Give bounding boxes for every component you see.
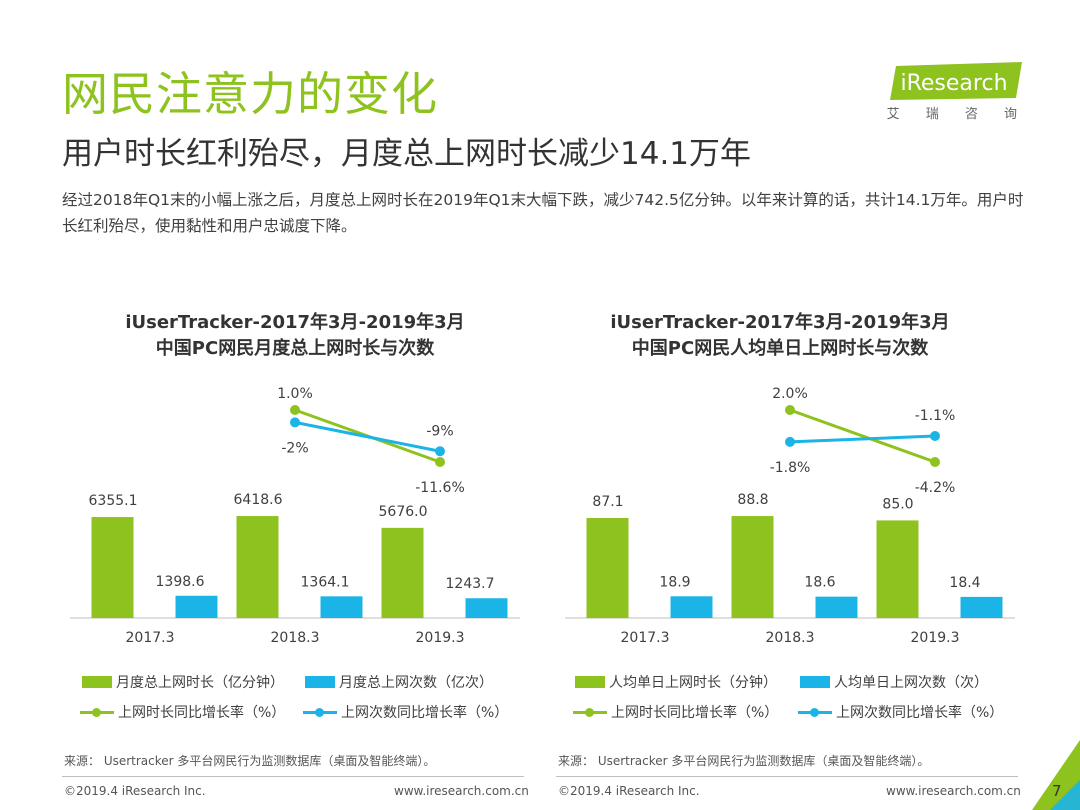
footer-copyright-left: ©2019.4 iResearch Inc. (64, 784, 206, 798)
page-corner-decoration (1032, 740, 1080, 810)
bar-label-series-2: 1398.6 (156, 574, 205, 590)
line-label-blue: -2% (281, 440, 308, 456)
line-series-green (789, 408, 936, 464)
chart2-legend-item-bar2: 人均单日上网次数（次） (800, 672, 988, 692)
bar-label-series-1: 6418.6 (234, 492, 283, 508)
bar-0-series-1 (586, 518, 629, 618)
chart2-title-line2: 中国PC网民人均单日上网时长与次数 (631, 338, 929, 359)
bar-0-series-2 (175, 595, 218, 618)
legend-swatch-green-line (573, 706, 607, 718)
x-tick-label: 2018.3 (766, 630, 815, 646)
line-label-green: 1.0% (277, 386, 313, 402)
legend-label: 月度总上网时长（亿分钟） (116, 675, 284, 691)
chart2-legend-item-line1: 上网时长同比增长率（%） (573, 702, 778, 722)
bar-label-series-1: 88.8 (737, 492, 768, 508)
line-label-blue: -9% (426, 423, 453, 439)
legend-label: 上网时长同比增长率（%） (118, 705, 286, 721)
line-point-green (435, 457, 445, 467)
chart1-legend-item-bar1: 月度总上网时长（亿分钟） (82, 672, 284, 692)
bar-label-series-1: 87.1 (592, 494, 623, 510)
bar-label-series-2: 18.9 (659, 574, 690, 590)
line-point-blue (930, 431, 940, 441)
bar-1-series-2 (815, 596, 858, 618)
line-label-blue: -1.1% (915, 408, 956, 424)
chart1-title: iUserTracker-2017年3月-2019年3月 中国PC网民月度总上网… (60, 310, 530, 362)
legend-swatch-blue-line (798, 706, 832, 718)
line-series-blue (294, 420, 441, 453)
line-label-green: 2.0% (772, 386, 808, 402)
legend-label: 上网次数同比增长率（%） (836, 705, 1004, 721)
chart2-title-line1: iUserTracker-2017年3月-2019年3月 (610, 312, 950, 333)
logo-text: iResearch (900, 71, 1007, 96)
legend-swatch-blue-bar (305, 676, 335, 688)
bar-label-series-2: 18.6 (804, 575, 835, 591)
chart1-legend-item-bar2: 月度总上网次数（亿次） (305, 672, 493, 692)
legend-label: 人均单日上网次数（次） (834, 675, 988, 691)
page-title: 网民注意力的变化 (62, 67, 438, 121)
bar-label-series-2: 1364.1 (301, 574, 350, 590)
chart2-legend-item-line2: 上网次数同比增长率（%） (798, 702, 1003, 722)
footer-divider-right (556, 776, 1018, 777)
page-subtitle: 用户时长红利殆尽，月度总上网时长减少14.1万年 (62, 136, 752, 172)
chart2-title: iUserTracker-2017年3月-2019年3月 中国PC网民人均单日上… (545, 310, 1015, 362)
bar-1-series-1 (731, 516, 774, 618)
bar-0-series-1 (91, 517, 134, 618)
chart1-title-line2: 中国PC网民月度总上网时长与次数 (155, 338, 435, 359)
logo-banner-shape (890, 62, 1022, 100)
bar-label-series-2: 18.4 (949, 575, 980, 591)
x-tick-label: 2019.3 (416, 630, 465, 646)
line-point-green (785, 405, 795, 415)
legend-label: 上网时长同比增长率（%） (611, 705, 779, 721)
line-label-green: -11.6% (415, 480, 465, 496)
line-label-blue: -1.8% (770, 460, 811, 476)
x-tick-label: 2019.3 (911, 630, 960, 646)
footer-url-right[interactable]: www.iresearch.com.cn (886, 784, 1021, 798)
legend-swatch-green-line (80, 706, 114, 718)
line-point-green (290, 405, 300, 415)
iresearch-logo: iResearch (890, 62, 1022, 100)
footer-copyright-right: ©2019.4 iResearch Inc. (558, 784, 700, 798)
line-series-blue (789, 434, 936, 444)
chart1-plot: 6355.1 1398.6 2017.3 6418.6 1364.1 2018.3 5676… (70, 386, 520, 646)
corner-accent (1050, 780, 1080, 810)
x-tick-label: 2018.3 (271, 630, 320, 646)
x-tick-label: 2017.3 (126, 630, 175, 646)
bar-2-series-1 (876, 520, 919, 618)
bar-2-series-2 (960, 596, 1003, 618)
legend-label: 上网次数同比增长率（%） (341, 705, 509, 721)
line-label-green: -4.2% (915, 480, 956, 496)
footer-url-left[interactable]: www.iresearch.com.cn (394, 784, 529, 798)
legend-swatch-blue-bar (800, 676, 830, 688)
legend-label: 月度总上网次数（亿次） (339, 675, 493, 691)
legend-swatch-green-bar (575, 676, 605, 688)
chart2-source: 来源： Usertracker 多平台网民行为监测数据库（桌面及智能终端）。 (558, 754, 930, 768)
chart1-legend-item-line1: 上网时长同比增长率（%） (80, 702, 285, 722)
footer-divider-left (62, 776, 524, 777)
line-point-blue (785, 436, 795, 447)
line-point-blue (435, 446, 445, 457)
line-point-green (930, 457, 940, 467)
chart1-source: 来源： Usertracker 多平台网民行为监测数据库（桌面及智能终端）。 (64, 754, 436, 768)
logo-subtext: 艾 瑞 咨 询 (886, 107, 1028, 122)
bar-label-series-1: 6355.1 (89, 493, 138, 509)
bar-2-series-2 (465, 598, 508, 618)
chart2-plot: 87.1 18.9 2017.3 88.8 18.6 2018.3 85.0 18.4 2019… (565, 386, 1015, 646)
line-point-blue (290, 417, 300, 428)
bar-label-series-1: 85.0 (882, 496, 913, 512)
chart1-title-line1: iUserTracker-2017年3月-2019年3月 (125, 312, 465, 333)
bar-2-series-1 (381, 527, 424, 618)
x-tick-label: 2017.3 (621, 630, 670, 646)
page-description: 经过2018年Q1末的小幅上涨之后，月度总上网时长在2019年Q1末大幅下跌，减… (62, 191, 1024, 235)
legend-swatch-blue-line (303, 706, 337, 718)
bar-1-series-1 (236, 516, 279, 618)
bar-label-series-2: 1243.7 (446, 576, 495, 592)
legend-swatch-green-bar (82, 676, 112, 688)
chart1-legend-item-line2: 上网次数同比增长率（%） (303, 702, 508, 722)
page-number: 7 (1052, 782, 1062, 800)
bar-0-series-2 (670, 596, 713, 618)
legend-label: 人均单日上网时长（分钟） (609, 675, 777, 691)
bar-label-series-1: 5676.0 (379, 504, 428, 520)
bar-1-series-2 (320, 596, 363, 618)
chart2-legend-item-bar1: 人均单日上网时长（分钟） (575, 672, 777, 692)
